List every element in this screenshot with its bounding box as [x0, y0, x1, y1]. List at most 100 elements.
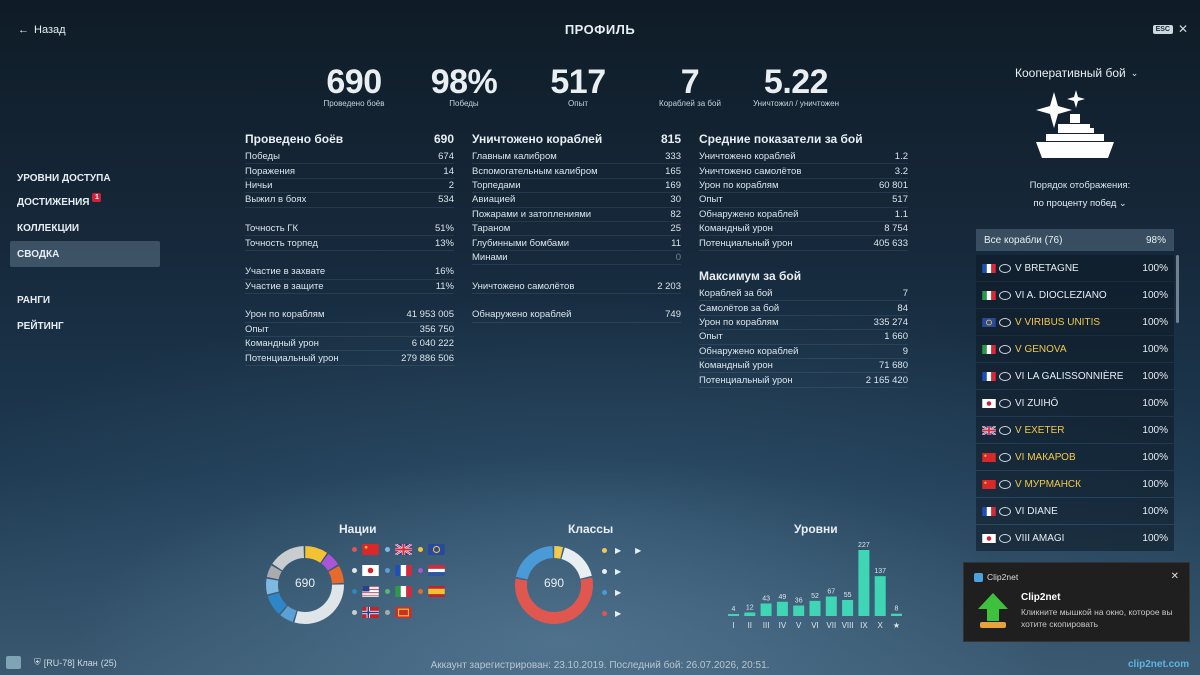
stat-label: Урон по кораблям	[245, 309, 325, 321]
tier-bar-value: 12	[746, 605, 754, 612]
stat-value: 16%	[434, 266, 454, 278]
nav-item-3[interactable]: СВОДКА	[10, 241, 160, 267]
usa-flag-icon	[362, 586, 379, 597]
ship-row[interactable]: VI ZUIHŌ 100%	[976, 390, 1174, 416]
sort-order-dropdown[interactable]: по проценту побед ⌄	[980, 198, 1180, 209]
tier-bar-value: 52	[811, 593, 819, 600]
stat-row: Главным калибром 333	[472, 150, 681, 165]
summary-stat: 517 Опыт	[523, 62, 633, 108]
destroyed-rows: Главным калибром 333 Вспомогательным калиб…	[472, 150, 681, 323]
ship-row[interactable]: VIII AMAGI 100%	[976, 525, 1174, 551]
tier-bar	[760, 603, 772, 616]
stat-value: 1 660	[884, 331, 908, 343]
ship-name: V BRETAGNE	[1015, 262, 1079, 274]
rank-emblem-icon	[999, 317, 1011, 327]
destroyed-title: Уничтожено кораблей	[472, 132, 603, 146]
italy-flag-icon	[982, 290, 996, 300]
tier-label: I	[732, 621, 734, 630]
france-flag-icon	[982, 506, 996, 516]
class-legend-item: ▶ ▶	[602, 546, 641, 555]
row-spacer	[472, 265, 681, 279]
close-icon[interactable]: ✕	[1177, 22, 1188, 36]
ship-row[interactable]: VI DIANE 100%	[976, 498, 1174, 524]
nav-item-5[interactable]: РЕЙТИНГ	[10, 313, 160, 339]
ship-win-pct: 100%	[1142, 451, 1168, 463]
summary-stat: 7 Кораблей за бой	[635, 62, 745, 108]
stat-label: Пожарами и затоплениями	[472, 208, 592, 220]
france-flag-icon	[982, 263, 996, 273]
stat-row: Точность ГК 51%	[245, 222, 454, 237]
clip2net-toast[interactable]: Clip2net ✕ Clip2net Кликните мышкой на о…	[963, 562, 1190, 642]
back-button[interactable]: ← Назад	[18, 24, 66, 36]
stat-label: Участие в защите	[245, 280, 324, 292]
legend-dot	[385, 589, 390, 594]
nav-item-2[interactable]: КОЛЛЕКЦИИ	[10, 215, 160, 241]
ship-list-scrollbar[interactable]	[1176, 255, 1179, 323]
stat-label: Точность торпед	[245, 237, 318, 249]
clan-info[interactable]: ⛨ [RU-78] Клан (25)	[34, 657, 117, 668]
france-flag-icon	[395, 565, 412, 576]
stat-label: Авиацией	[472, 194, 516, 206]
stat-row: Потенциальный урон 279 886 506	[245, 351, 454, 366]
stat-row: Уничтожено самолётов 3.2	[699, 164, 908, 179]
stat-label: Самолётов за бой	[699, 302, 780, 314]
stat-value: 60 801	[878, 179, 908, 191]
clip2net-logo-icon	[974, 572, 983, 582]
nation-legend-item	[385, 544, 412, 555]
ussr-flag-icon	[362, 544, 379, 555]
stat-value: 2	[448, 179, 454, 191]
tier-label: ★	[893, 621, 900, 630]
nav-item-1[interactable]: ДОСТИЖЕНИЯ 1	[10, 189, 160, 215]
classes-donut	[515, 546, 593, 624]
stat-label: Урон по кораблям	[699, 179, 779, 191]
tier-bar	[842, 600, 854, 616]
averages-column: Средние показатели за бой Уничтожено кор…	[699, 130, 908, 251]
maximum-rows: Кораблей за бой 7 Самолётов за бой 84 Урон п…	[699, 287, 908, 388]
stat-value: 335 274	[873, 316, 908, 328]
nav-item-4[interactable]: РАНГИ	[10, 287, 160, 313]
mode-dropdown[interactable]: Кооперативный бой ⌄	[1015, 66, 1138, 80]
tier-label: IX	[860, 621, 868, 630]
class-legend-item: ▶	[602, 609, 621, 618]
ship-list[interactable]: V BRETAGNE 100% VI A. DIOCLEZIANO 100% V VIR…	[976, 255, 1174, 563]
summary-label: Опыт	[568, 99, 588, 108]
stat-row: Точность торпед 13%	[245, 236, 454, 251]
esc-key-hint[interactable]: ESC	[1152, 25, 1173, 34]
ship-name: VI ZUIHŌ	[1015, 397, 1059, 409]
all-ships-row[interactable]: Все корабли (76) 98%	[976, 229, 1174, 251]
stat-row: Потенциальный урон 405 633	[699, 236, 908, 251]
ship-row[interactable]: V МУРМАНСК 100%	[976, 471, 1174, 497]
stat-row: Выжил в боях 534	[245, 193, 454, 208]
ship-row[interactable]: V BRETAGNE 100%	[976, 255, 1174, 281]
chat-icon[interactable]	[6, 656, 21, 669]
battles-column: Проведено боёв 690 Победы 674 Поражения 14 Н…	[245, 130, 454, 366]
stat-value: 84	[897, 302, 908, 314]
stat-value: 14	[443, 165, 454, 177]
ship-row[interactable]: VI A. DIOCLEZIANO 100%	[976, 282, 1174, 308]
stat-row: Самолётов за бой 84	[699, 301, 908, 316]
battleship-icon: ▶	[615, 567, 622, 576]
uk-flag-icon	[395, 544, 412, 555]
ship-row[interactable]: VI МАКАРОВ 100%	[976, 444, 1174, 470]
rank-emblem-icon	[999, 425, 1011, 435]
nav-item-0[interactable]: УРОВНИ ДОСТУПА	[10, 165, 160, 191]
stat-value: 3.2	[894, 165, 908, 177]
legend-dot	[385, 547, 390, 552]
clip2net-watermark: clip2net.com	[1128, 659, 1190, 670]
stat-row: Глубинными бомбами 11	[472, 236, 681, 251]
classes-center-value: 690	[543, 576, 565, 590]
stat-label: Командный урон	[699, 223, 773, 235]
summary-stat: 5.22 Уничтожил / уничтожен	[741, 62, 851, 108]
ship-row[interactable]: VI LA GALISSONNIÈRE 100%	[976, 363, 1174, 389]
toast-message: Кликните мышкой на окно, которое вы хоти…	[1021, 607, 1173, 629]
close-icon[interactable]: ✕	[1170, 571, 1179, 582]
ship-row[interactable]: V GENOVA 100%	[976, 336, 1174, 362]
stat-label: Победы	[245, 151, 280, 163]
stat-value: 25	[670, 223, 681, 235]
coop-battle-icon	[1036, 90, 1114, 158]
stat-label: Поражения	[245, 165, 296, 177]
ship-name: VI МАКАРОВ	[1015, 451, 1076, 463]
stat-value: 41 953 005	[406, 309, 454, 321]
ship-row[interactable]: V VIRIBUS UNITIS 100%	[976, 309, 1174, 335]
ship-row[interactable]: V EXETER 100%	[976, 417, 1174, 443]
